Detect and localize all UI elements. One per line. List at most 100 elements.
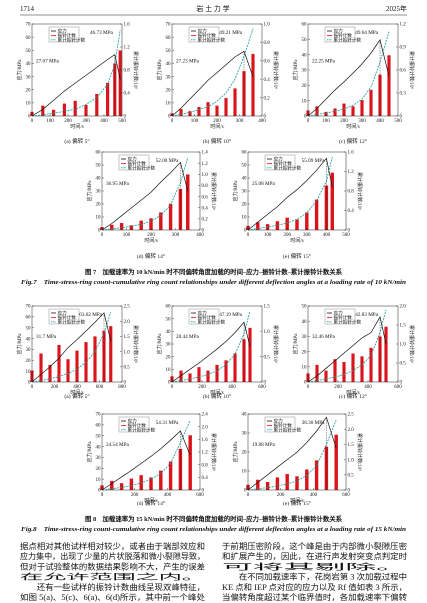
ring-count-bar: [285, 217, 289, 230]
ring-count-bar: [275, 477, 280, 490]
legend-label: 振铃计数: [58, 32, 77, 39]
y-axis-title: 应力/MPa: [86, 441, 93, 463]
ring-count-bar: [93, 336, 97, 382]
ring-count-bar: [305, 469, 309, 490]
x-axis-title: 时间/s: [144, 497, 157, 504]
y-tick-label: 60: [242, 151, 248, 156]
x-tick-label: 300: [358, 119, 366, 124]
y-tick-label: 30: [166, 75, 172, 80]
y2-axis-title: 累计振铃计数/10⁶: [210, 172, 217, 210]
y-tick-label: 0: [168, 381, 171, 386]
annotation: 49.21 MPa: [219, 30, 242, 36]
legend-label: 累计振铃计数: [198, 318, 226, 325]
x-tick-label: 300: [172, 233, 180, 238]
ring-count-bar: [186, 174, 190, 230]
y-tick-label: 20: [26, 359, 32, 364]
x-tick-label: 600: [258, 385, 266, 390]
y-tick-label: 0: [244, 229, 247, 234]
y2-tick-label: 0.5: [124, 366, 131, 371]
legend-label: 振铃计数: [334, 314, 353, 321]
y-tick-label: 20: [302, 84, 308, 89]
legend-label: 累计振铃计数: [128, 164, 156, 171]
annotation: 20.44 MPa: [176, 334, 199, 340]
annotation: 36.95 MPa: [106, 181, 129, 187]
panel-caption: (b) 偏转 10°: [203, 392, 231, 400]
y2-tick-label: 0.6: [400, 69, 407, 74]
annotation: 27.67 MPa: [36, 59, 59, 65]
x-tick-label: 300: [303, 233, 311, 238]
ring-count-bar: [305, 212, 309, 230]
y-tick-label: 20: [166, 355, 172, 360]
y-tick-label: 20: [26, 88, 32, 93]
legend-box: [188, 308, 220, 325]
ring-count-bar: [256, 479, 260, 490]
y-tick-label: 40: [302, 53, 308, 58]
y-tick-label: 70: [26, 305, 32, 310]
x-tick-label: 400: [228, 385, 236, 390]
y2-tick-label: 0.8: [348, 190, 355, 195]
ring-count-bar: [285, 474, 289, 490]
y-tick-label: 40: [96, 177, 102, 182]
y2-tick-label: 0.8: [202, 184, 209, 189]
ring-count-bar: [118, 50, 122, 117]
body-line: 在不同加载速率下，花岗岩第 3 次加载过程中: [222, 572, 407, 582]
ring-count-bar: [110, 224, 114, 230]
ring-count-bar: [168, 203, 173, 230]
cumulative-line: [31, 311, 112, 383]
panel: 0 10 20 30 40 50 60 70 0 0.2 0.4 0.6 0.8 1.0 0 100 200 30…: [156, 23, 279, 145]
y2-axis-title: 累计振铃计数/10⁶: [272, 51, 279, 89]
y-tick-label: 0: [28, 115, 31, 120]
body-line: 当偏转角度超过某个临界值时，各加载速率下偏转: [222, 592, 407, 602]
ring-count-bar: [334, 434, 338, 490]
y-axis-title: 应力/MPa: [156, 59, 163, 81]
y-axis-title: 应力/MPa: [292, 59, 299, 81]
y-axis-title: 应力/MPa: [16, 333, 23, 355]
panel-caption: (d) 偏转 14°: [137, 499, 165, 507]
ring-count-bar: [315, 364, 319, 382]
panel: 0 10 20 30 40 50 60 0 0.3 0.6 0.9 1.2 0 100 200 300 400 5…: [292, 23, 415, 145]
x-tick-label: 400: [310, 493, 318, 498]
y2-tick-label: 1.6: [124, 23, 131, 28]
ring-count-bar: [224, 98, 228, 116]
ring-count-bar: [168, 461, 173, 490]
ring-count-bar: [342, 103, 346, 116]
x-tick-label: 0: [171, 385, 174, 390]
body-line: 于前期压密阶段，这个峰是由于内部微小裂隙压密: [222, 541, 407, 551]
annotation: 24.54 MPa: [106, 442, 129, 448]
y2-axis-title: 累计振铃计数/10⁶: [210, 433, 217, 471]
ring-count-bar: [324, 370, 328, 382]
y-tick-label: 60: [166, 36, 172, 41]
x-tick-label: 400: [323, 233, 331, 238]
x-tick-label: 0: [247, 233, 250, 238]
y-tick-label: 60: [96, 151, 102, 156]
y-tick-label: 20: [96, 203, 102, 208]
ring-count-bar: [314, 460, 319, 490]
y-axis-title: 应力/MPa: [156, 333, 163, 355]
ring-count-bar: [188, 373, 192, 382]
y-tick-label: 60: [26, 316, 32, 321]
x-tick-label: 200: [277, 493, 285, 498]
ring-count-bar: [233, 88, 237, 116]
ring-count-bar: [66, 359, 70, 382]
legend-box: [188, 26, 220, 43]
panel: 0 10 20 30 40 50 60 70 0 0.4 0.8 1.2 1.6 2.0 2.4 0 200 40…: [86, 413, 217, 507]
ring-count-bar: [84, 104, 88, 116]
cumulative-line: [171, 28, 254, 117]
y-tick-label: 0: [168, 115, 171, 120]
stress-line: [307, 315, 387, 383]
legend-label: 振铃计数: [274, 160, 293, 167]
y2-tick-label: 0.8: [124, 69, 131, 74]
ring-count-bar: [109, 326, 113, 382]
cumulative-line: [247, 156, 333, 231]
body-line: 但对于试验整体的数据结果影响不大，产生的误差: [20, 561, 205, 571]
y2-tick-label: 1.5: [124, 335, 131, 340]
cumulative-line: [307, 309, 387, 383]
ring-count-bar: [95, 93, 99, 116]
y-tick-label: 20: [242, 451, 248, 456]
y-tick-label: 10: [242, 470, 248, 475]
x-axis-title: 时间/s: [290, 237, 303, 244]
y2-tick-label: 0.2: [264, 96, 271, 101]
legend-label: 应力: [128, 418, 138, 425]
y-tick-label: 60: [96, 424, 102, 429]
